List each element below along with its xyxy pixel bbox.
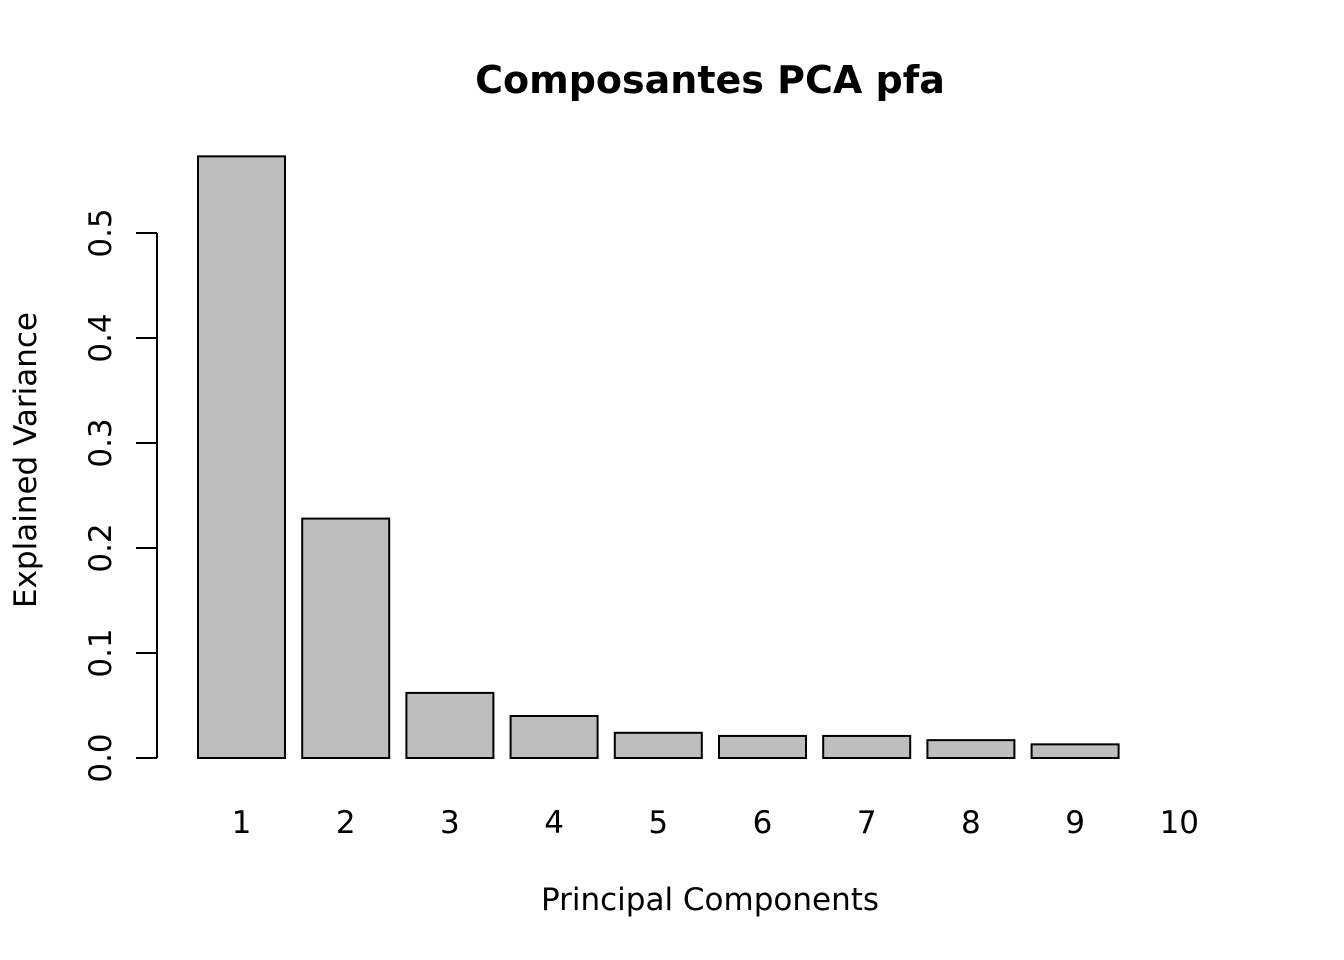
x-tick-label: 4	[544, 805, 564, 841]
x-tick-label: 1	[232, 805, 252, 841]
bar-1	[198, 156, 285, 758]
bar-6	[719, 736, 806, 758]
bar-9	[1032, 744, 1119, 758]
x-tick-label: 10	[1160, 805, 1199, 841]
x-axis-label: Principal Components	[541, 882, 879, 918]
chart-title: Composantes PCA pfa	[475, 58, 945, 102]
x-tick-label: 6	[753, 805, 773, 841]
bars	[198, 156, 1119, 758]
bar-3	[406, 693, 493, 758]
y-tick-label: 0.4	[83, 313, 119, 362]
x-tick-label: 3	[440, 805, 460, 841]
x-tick-labels: 1 2 3 4 5 6 7 8 9 10	[232, 805, 1199, 841]
bar-2	[302, 519, 389, 758]
x-tick-label: 7	[857, 805, 877, 841]
y-axis-label: Explained Variance	[8, 312, 44, 608]
x-tick-label: 5	[648, 805, 668, 841]
y-tick-label: 0.0	[83, 733, 119, 782]
y-axis: 0.0 0.1 0.2 0.3 0.4 0.5	[83, 208, 157, 782]
x-tick-label: 2	[336, 805, 356, 841]
y-tick-label: 0.3	[83, 418, 119, 467]
y-tick-label: 0.5	[83, 208, 119, 257]
y-tick-label: 0.1	[83, 628, 119, 677]
bar-5	[615, 733, 702, 758]
bar-8	[927, 740, 1014, 758]
bar-7	[823, 736, 910, 758]
bar-4	[511, 716, 598, 758]
x-tick-label: 9	[1065, 805, 1085, 841]
x-tick-label: 8	[961, 805, 981, 841]
y-tick-label: 0.2	[83, 523, 119, 572]
